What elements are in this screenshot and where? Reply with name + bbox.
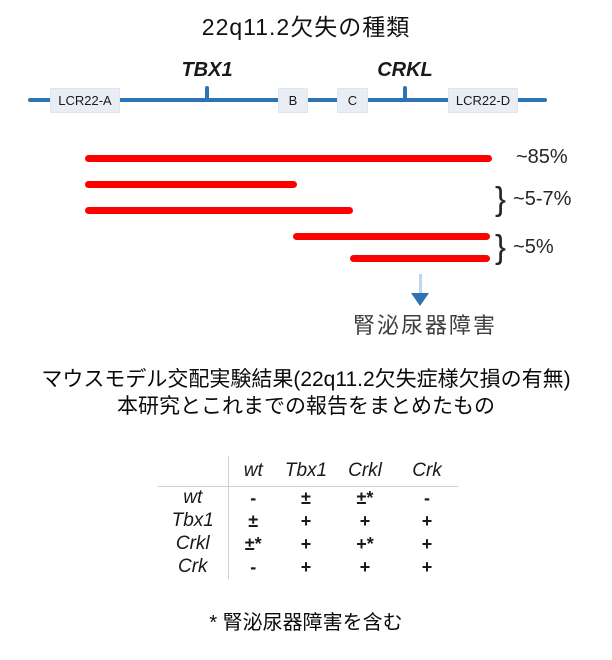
cell: -	[250, 487, 257, 508]
frequency-label: ~5-7%	[513, 187, 572, 210]
cell: +	[421, 533, 433, 554]
deletion-bar-a-c	[85, 207, 353, 214]
section-title-line2: 本研究とこれまでの報告をまとめたもの	[117, 395, 495, 418]
corner-cell	[158, 456, 229, 487]
frequency-label: ~85%	[516, 146, 568, 168]
tbx1-tick-mark	[205, 86, 209, 100]
down-arrow-icon	[411, 293, 429, 306]
segment-lcr22-c: C	[337, 88, 368, 113]
cell: +	[359, 510, 371, 531]
cell: +	[300, 533, 312, 554]
deletion-bar-b-d	[293, 233, 490, 240]
segment-lcr22-a: LCR22-A	[50, 88, 120, 113]
table-row: Crk - + + +	[158, 555, 458, 579]
brace-glyph: }	[495, 180, 507, 217]
cross-table-container: wt Tbx1 Crkl Crk wt - ± ±* - Tbx1 ± +	[158, 456, 458, 579]
cell: +	[359, 556, 371, 577]
cell: +	[421, 556, 433, 577]
renal-disorder-note: 腎泌尿器障害	[352, 313, 497, 338]
segment-lcr22-b: B	[278, 88, 308, 113]
frequency-group-85: ~85%	[516, 146, 568, 169]
cell: ±*	[244, 533, 262, 554]
col-header-crkl: Crkl	[334, 456, 396, 487]
cell: -	[424, 487, 430, 508]
down-arrow-stem	[419, 274, 422, 294]
cross-result-table: wt Tbx1 Crkl Crk wt - ± ±* - Tbx1 ± +	[158, 456, 458, 579]
cell: ±*	[356, 487, 374, 508]
table-header-row: wt Tbx1 Crkl Crk	[158, 456, 458, 487]
crkl-tick-mark	[403, 86, 407, 100]
figure-title: 22q11.2欠失の種類	[201, 14, 411, 40]
frequency-group-5-7: } ~5-7%	[495, 180, 572, 217]
row-header-wt: wt	[158, 486, 229, 510]
gene-label-crkl: CRKL	[377, 59, 433, 81]
deletion-bar-a-b	[85, 181, 297, 188]
row-header-crkl: Crkl	[158, 532, 229, 556]
col-header-tbx1: Tbx1	[278, 456, 334, 487]
frequency-label: ~5%	[513, 235, 554, 258]
cell: +*	[356, 533, 374, 554]
section-title: マウスモデル交配実験結果(22q11.2欠失症様欠損の有無) 本研究とこれまでの…	[0, 366, 612, 420]
cell: ±	[301, 487, 311, 508]
frequency-group-5: } ~5%	[495, 228, 554, 265]
cell: +	[300, 510, 312, 531]
cell: +	[421, 510, 433, 531]
col-header-wt: wt	[228, 456, 278, 487]
cell: ±	[248, 510, 259, 531]
table-row: Tbx1 ± + + +	[158, 509, 458, 533]
segment-lcr22-d: LCR22-D	[448, 88, 518, 113]
row-header-crk: Crk	[158, 555, 229, 579]
brace-glyph: }	[495, 228, 507, 265]
cell: +	[300, 556, 312, 577]
cell: -	[250, 556, 257, 577]
gene-label-tbx1: TBX1	[181, 59, 233, 81]
table-row: Crkl ±* + +* +	[158, 532, 458, 556]
row-header-tbx1: Tbx1	[158, 509, 229, 533]
section-title-line1: マウスモデル交配実験結果(22q11.2欠失症様欠損の有無)	[41, 368, 571, 391]
deletion-bar-c-d	[350, 255, 490, 262]
table-row: wt - ± ±* -	[158, 486, 458, 510]
col-header-crk: Crk	[396, 456, 458, 487]
deletion-bar-a-d	[85, 155, 492, 162]
table-footnote: * 腎泌尿器障害を含む	[209, 612, 403, 634]
